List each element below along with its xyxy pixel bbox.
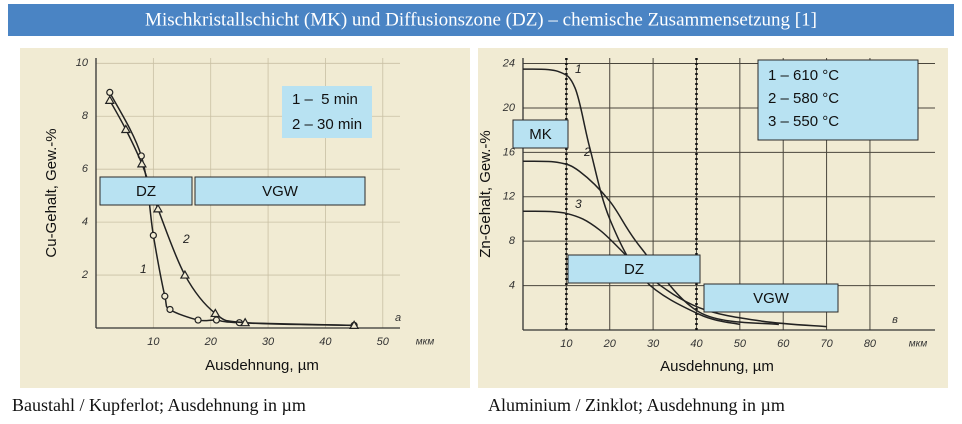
y-axis-label: Zn-Gehalt, Gew.-% xyxy=(477,130,494,258)
x-unit: мкм xyxy=(416,337,435,348)
curve xyxy=(522,160,779,326)
y-tick-label: 4 xyxy=(82,216,88,228)
marker xyxy=(152,203,163,213)
x-tick-label: 20 xyxy=(204,336,218,348)
x-tick-label: 10 xyxy=(147,336,160,348)
chart-panel xyxy=(20,48,470,388)
curve-label: 2 xyxy=(583,145,591,159)
marker xyxy=(120,124,131,134)
marker xyxy=(106,88,114,97)
legend-text: 3 – 550 °C xyxy=(768,113,839,130)
y-tick-label: 24 xyxy=(502,57,515,69)
marker xyxy=(104,95,115,104)
zone-box xyxy=(567,254,701,284)
marker xyxy=(212,316,221,324)
y-tick-label: 2 xyxy=(81,269,88,281)
marker xyxy=(210,308,221,318)
legend-text: 2 – 580 °C xyxy=(768,90,839,107)
curve-label: 3 xyxy=(575,197,582,211)
marker xyxy=(136,158,147,168)
x-tick-label: 40 xyxy=(690,338,703,350)
x-tick-label: 30 xyxy=(262,336,275,348)
x-tick-label: 30 xyxy=(647,338,660,350)
x-axis-label: Ausdehnung, µm xyxy=(205,357,319,374)
marker xyxy=(179,269,190,279)
marker xyxy=(161,292,169,300)
zone-label: DZ xyxy=(624,261,644,278)
legend-text: 1 – 610 °C xyxy=(768,67,839,84)
marker xyxy=(349,320,360,329)
marker xyxy=(240,317,251,327)
y-tick-label: 20 xyxy=(502,102,516,114)
marker xyxy=(166,305,174,314)
curve-label: 1 xyxy=(140,262,147,276)
curve-label: 1 xyxy=(575,62,582,76)
x-tick-label: 10 xyxy=(560,338,573,350)
y-tick-label: 16 xyxy=(503,146,516,158)
y-tick-label: 8 xyxy=(509,235,516,247)
x-unit: мкм xyxy=(909,339,928,350)
x-tick-label: 50 xyxy=(377,336,390,348)
caption: Aluminium / Zinklot; Ausdehnung in µm xyxy=(488,395,785,415)
panel-letter: a xyxy=(395,312,401,324)
y-axis-label: Cu-Gehalt, Gew.-% xyxy=(43,128,60,257)
curve-label: 2 xyxy=(182,232,190,246)
x-tick-label: 50 xyxy=(734,338,747,350)
legend-box xyxy=(757,59,919,141)
zone-box xyxy=(99,176,193,206)
legend-box xyxy=(282,86,372,138)
zone-box xyxy=(512,119,569,149)
x-tick-label: 20 xyxy=(603,338,617,350)
y-tick-label: 8 xyxy=(82,110,89,122)
legend-text: 2 – 30 min xyxy=(292,116,362,133)
slide-title: Mischkristallschicht (MK) und Diffusions… xyxy=(145,9,817,30)
x-tick-label: 60 xyxy=(777,338,790,350)
panel-letter: в xyxy=(892,314,898,326)
curve xyxy=(522,68,741,326)
marker xyxy=(194,316,202,324)
x-axis-label: Ausdehnung, µm xyxy=(660,358,774,375)
x-tick-label: 40 xyxy=(319,336,332,348)
zone-label: DZ xyxy=(136,183,156,200)
x-tick-label: 70 xyxy=(820,338,833,350)
zone-box xyxy=(703,283,839,313)
caption: Baustahl / Kupferlot; Ausdehnung in µm xyxy=(12,395,306,415)
y-tick-label: 4 xyxy=(509,279,515,291)
zone-label: VGW xyxy=(753,290,790,307)
y-tick-label: 12 xyxy=(503,191,515,203)
zone-box xyxy=(194,176,366,206)
y-tick-label: 6 xyxy=(82,163,89,175)
x-tick-label: 80 xyxy=(864,338,877,350)
zone-label: MK xyxy=(529,126,552,143)
title-bar xyxy=(8,4,954,36)
marker xyxy=(149,231,157,239)
y-tick-label: 10 xyxy=(76,57,89,69)
zone-label: VGW xyxy=(262,183,299,200)
legend-text: 1 – 5 min xyxy=(292,91,358,108)
